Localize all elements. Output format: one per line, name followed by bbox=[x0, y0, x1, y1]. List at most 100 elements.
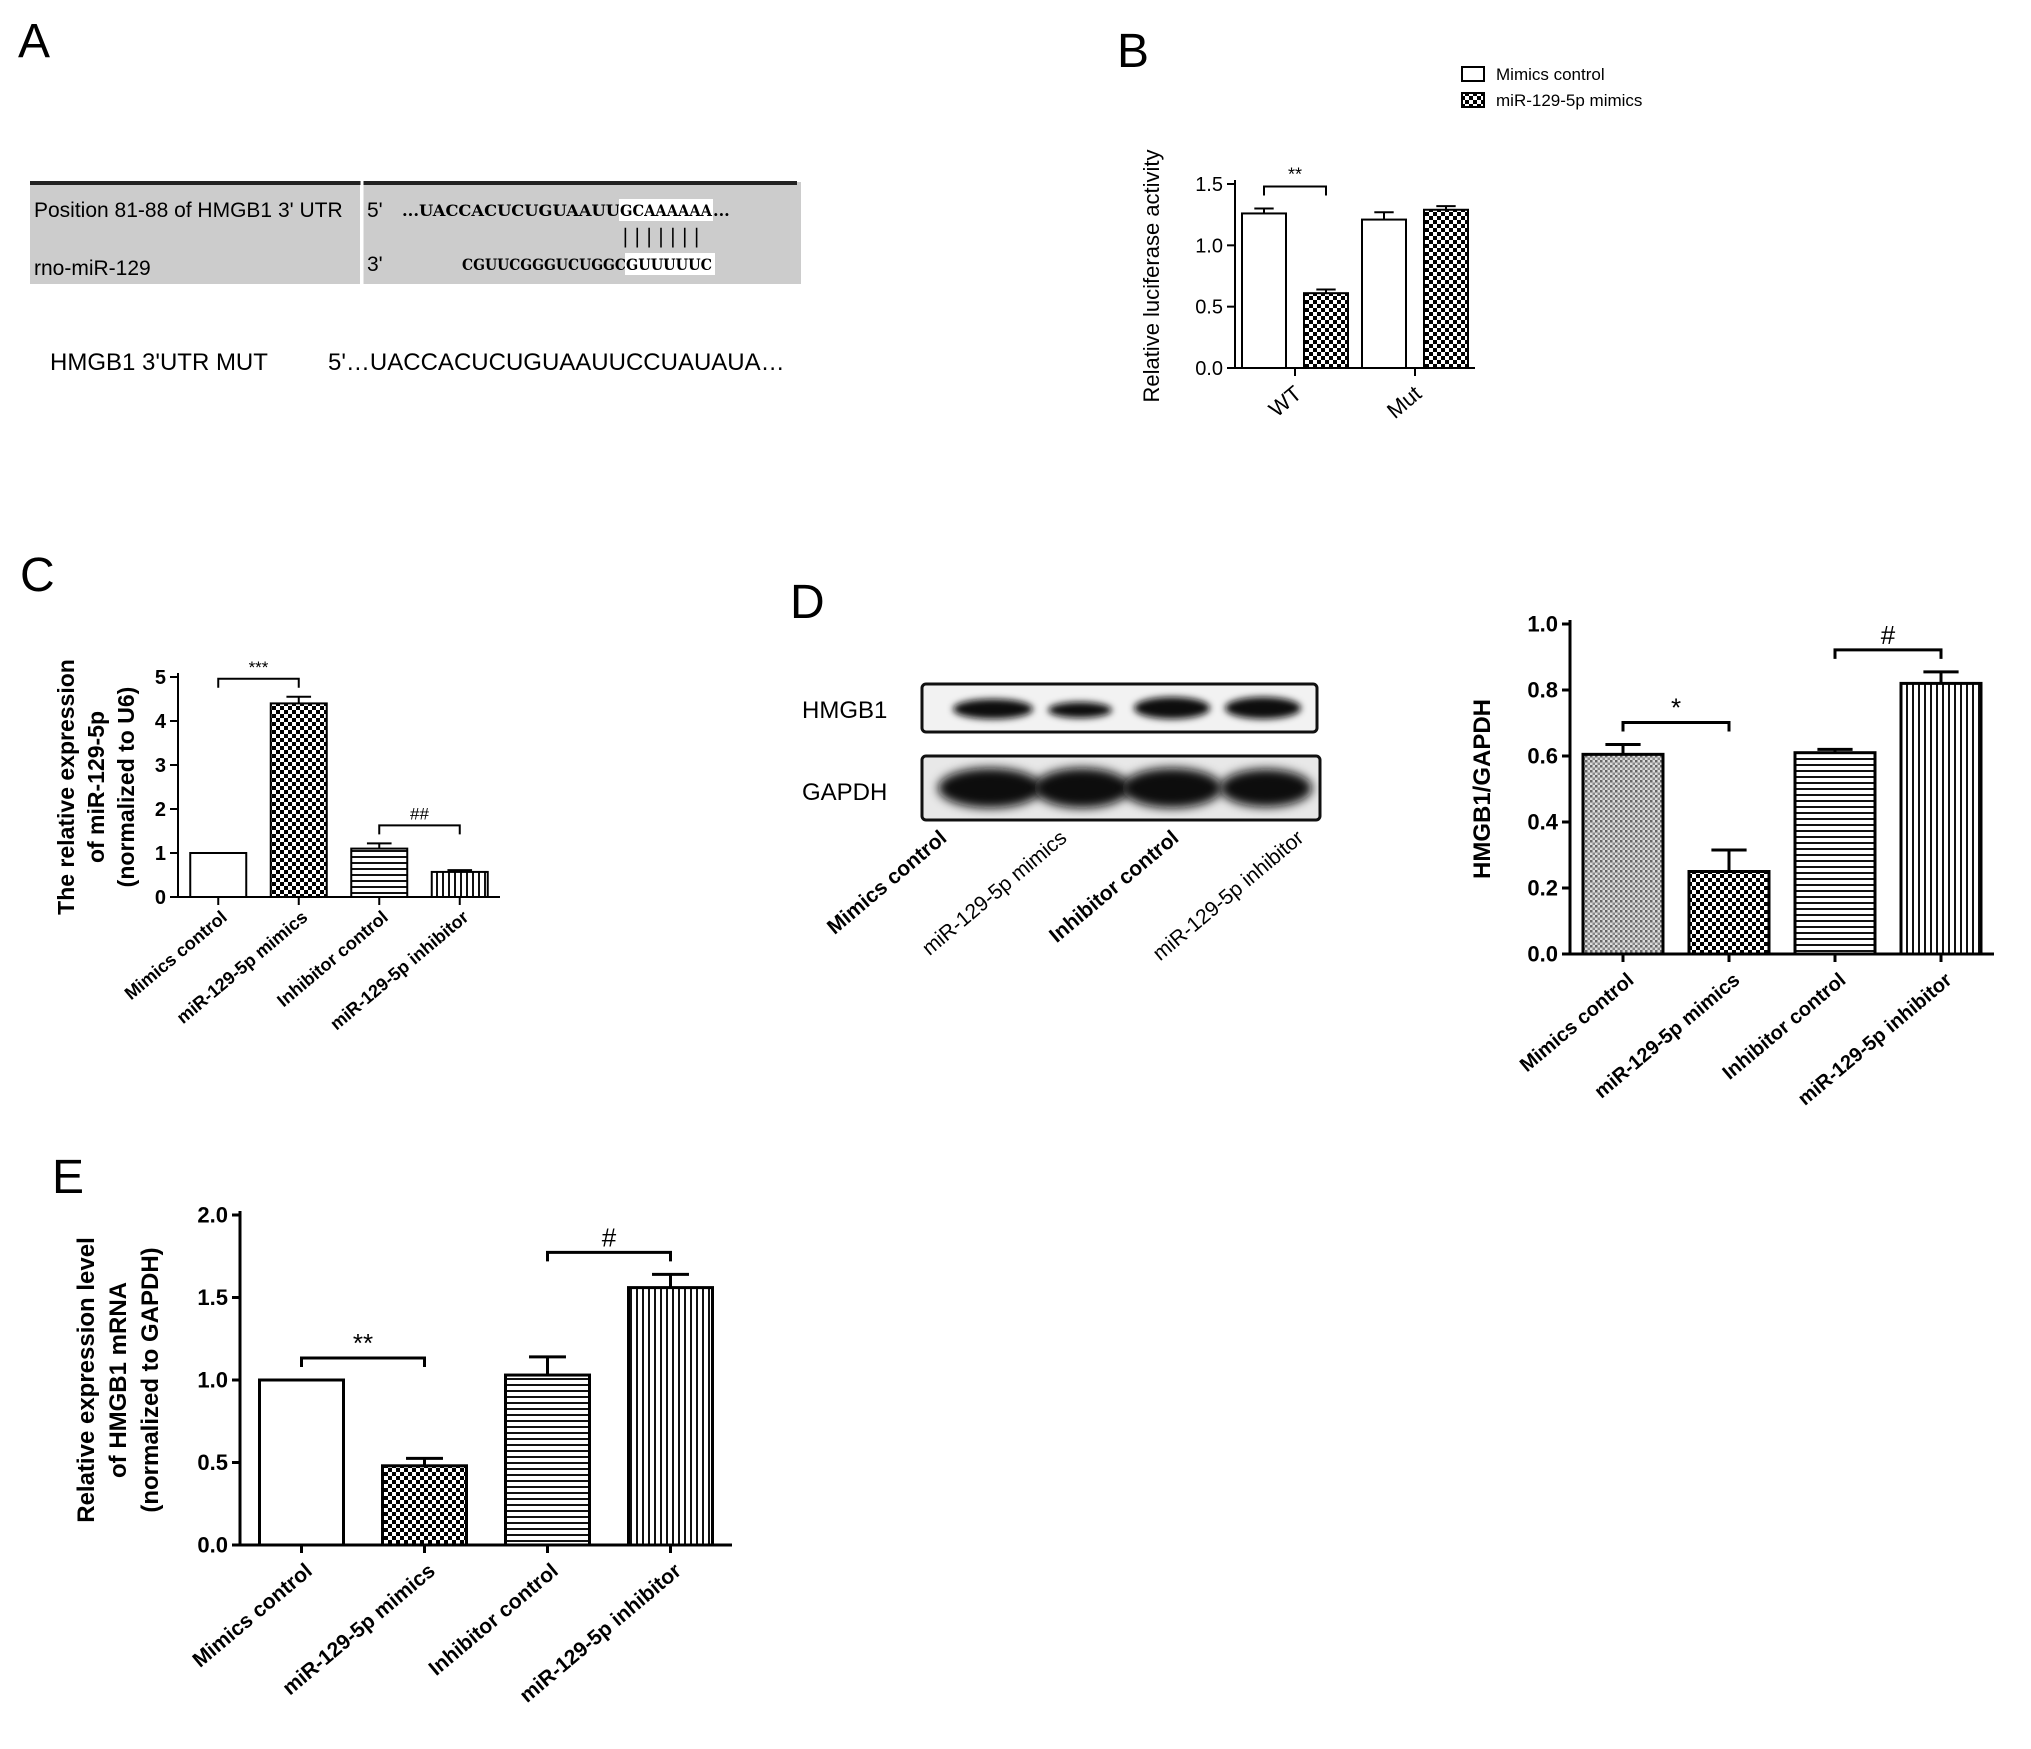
panel-a-sequence: Position 81-88 of HMGB1 3' UTR 5' ...UAC… bbox=[30, 180, 801, 376]
mut-sequence: 5'…UACCACUCUGUAAUUCCUAUAUA… bbox=[328, 349, 785, 376]
chart-e-hmgb1-mrna: 0.0 0.5 1.0 1.5 2.0 Relative expression level… bbox=[73, 1203, 732, 1707]
panel-letter-a: A bbox=[18, 15, 51, 68]
blot-label-gapdh: GAPDH bbox=[802, 779, 887, 806]
bar bbox=[1899, 681, 1983, 956]
hmgb1-blot-strip bbox=[920, 682, 1319, 734]
y-tick-label: 0.6 bbox=[1527, 744, 1558, 769]
bar bbox=[381, 1464, 468, 1547]
y-tick-label: 1.0 bbox=[1527, 612, 1558, 637]
bar bbox=[258, 1378, 345, 1547]
x-tick-label: miR-129-5p mimics bbox=[173, 907, 312, 1028]
hmgb1-band-2 bbox=[1048, 702, 1112, 718]
significance-marker: # bbox=[1881, 620, 1896, 650]
bar bbox=[1423, 208, 1469, 369]
significance-marker: # bbox=[602, 1222, 617, 1252]
y-tick-label: 1.0 bbox=[1195, 235, 1223, 257]
hmgb1-band-4 bbox=[1225, 697, 1301, 719]
significance-marker: * bbox=[1671, 692, 1681, 722]
bar bbox=[269, 702, 328, 899]
bar bbox=[430, 870, 489, 899]
y-tick-label: 0.8 bbox=[1527, 678, 1558, 703]
legend-label: miR-129-5p mimics bbox=[1496, 91, 1642, 110]
gapdh-band-3 bbox=[1122, 768, 1222, 808]
row2-seq-site: GUUUUUC bbox=[626, 255, 712, 274]
y-axis-label: (normalized to U6) bbox=[113, 687, 139, 888]
y-tick-label: 4 bbox=[155, 711, 167, 733]
x-tick-label: Mimics control bbox=[188, 1559, 316, 1672]
significance-bracket bbox=[378, 824, 461, 835]
alignment-box-left bbox=[30, 182, 360, 284]
y-tick-label: 0.4 bbox=[1527, 810, 1558, 835]
row2-label: rno-miR-129 bbox=[34, 257, 151, 280]
bar bbox=[1581, 752, 1665, 956]
y-tick-label: 0.2 bbox=[1527, 876, 1558, 901]
panel-letter-d: D bbox=[790, 576, 825, 629]
row1-seq-site: GCAAAAAA bbox=[620, 201, 713, 220]
bar bbox=[350, 847, 409, 899]
alignment-box-right bbox=[363, 182, 801, 284]
row1-end: 5' bbox=[367, 199, 383, 222]
bar bbox=[1793, 751, 1877, 956]
legend-label: Mimics control bbox=[1496, 65, 1605, 84]
y-tick-label: 1.0 bbox=[197, 1368, 228, 1393]
chart-b-luciferase: 0.0 0.5 1.0 1.5 Relative luciferase activity… bbox=[1139, 65, 1642, 423]
lane-label-1: Mimics control bbox=[823, 826, 951, 939]
y-tick-label: 1 bbox=[155, 843, 166, 865]
row1-seq-post: ... bbox=[713, 201, 730, 220]
panel-letter-e: E bbox=[52, 1151, 85, 1204]
significance-marker: ** bbox=[353, 1328, 373, 1358]
gapdh-band-1 bbox=[938, 768, 1042, 808]
significance-bracket bbox=[1263, 185, 1327, 196]
significance-bracket bbox=[217, 677, 300, 688]
gapdh-band-4 bbox=[1220, 769, 1312, 807]
bar bbox=[1687, 870, 1771, 956]
y-tick-label: 5 bbox=[155, 667, 166, 689]
bar bbox=[189, 852, 248, 898]
gapdh-blot-strip bbox=[920, 754, 1322, 822]
bar bbox=[627, 1286, 714, 1547]
y-tick-label: 3 bbox=[155, 755, 166, 777]
hmgb1-band-1 bbox=[953, 699, 1033, 719]
legend-swatch bbox=[1461, 92, 1485, 108]
pairing-lines: ||||||| bbox=[622, 224, 700, 249]
y-tick-label: 0 bbox=[155, 887, 166, 909]
x-tick-label: Inhibitor control bbox=[425, 1559, 563, 1680]
blot-label-hmgb1: HMGB1 bbox=[802, 697, 887, 724]
y-tick-label: 1.5 bbox=[197, 1285, 228, 1310]
significance-bracket bbox=[546, 1250, 672, 1262]
y-tick-label: 0.0 bbox=[1195, 358, 1223, 380]
y-tick-label: 0.0 bbox=[1527, 942, 1558, 967]
bar bbox=[504, 1373, 591, 1547]
bar bbox=[1241, 212, 1287, 369]
panel-d-western-blot: HMGB1 GAPDH Mimics control miR-129-5p mi… bbox=[802, 682, 1322, 965]
significance-bracket bbox=[1833, 648, 1943, 659]
y-axis-label: Relative expression level bbox=[73, 1237, 100, 1523]
y-axis-label: of miR-129-5p bbox=[83, 711, 109, 863]
significance-marker: ** bbox=[1288, 165, 1302, 185]
row2-seq-pre: CGUUCGGGUCUGGC bbox=[462, 255, 626, 274]
y-axis-label: of HMGB1 mRNA bbox=[105, 1282, 132, 1478]
gapdh-band-2 bbox=[1034, 768, 1130, 808]
panel-letter-c: C bbox=[20, 549, 55, 602]
row1-seq-pre: ...UACCACUCUGUAAUU bbox=[402, 201, 620, 220]
y-axis-label: The relative expression bbox=[53, 659, 79, 915]
seed-site-highlight-1 bbox=[619, 199, 713, 221]
significance-marker: *** bbox=[249, 658, 269, 677]
x-tick-label: WT bbox=[1264, 381, 1306, 422]
row2-end: 3' bbox=[367, 253, 383, 276]
y-tick-label: 0.0 bbox=[197, 1533, 228, 1558]
significance-marker: ## bbox=[410, 804, 429, 823]
y-axis-label: (normalized to GAPDH) bbox=[137, 1247, 164, 1512]
significance-bracket bbox=[300, 1356, 426, 1367]
y-axis-label: Relative luciferase activity bbox=[1139, 149, 1164, 402]
y-tick-label: 2.0 bbox=[197, 1203, 228, 1228]
chart-c-mir129-expression: 0 1 2 3 4 5 The relative expression of miR-129-… bbox=[53, 658, 500, 1034]
hmgb1-band-3 bbox=[1134, 697, 1210, 719]
y-tick-label: 2 bbox=[155, 799, 166, 821]
row1-label: Position 81-88 of HMGB1 3' UTR bbox=[34, 199, 343, 222]
bar bbox=[1303, 292, 1349, 370]
y-tick-label: 0.5 bbox=[197, 1450, 228, 1475]
significance-bracket bbox=[1621, 720, 1731, 732]
seed-site-highlight-2 bbox=[625, 253, 715, 275]
